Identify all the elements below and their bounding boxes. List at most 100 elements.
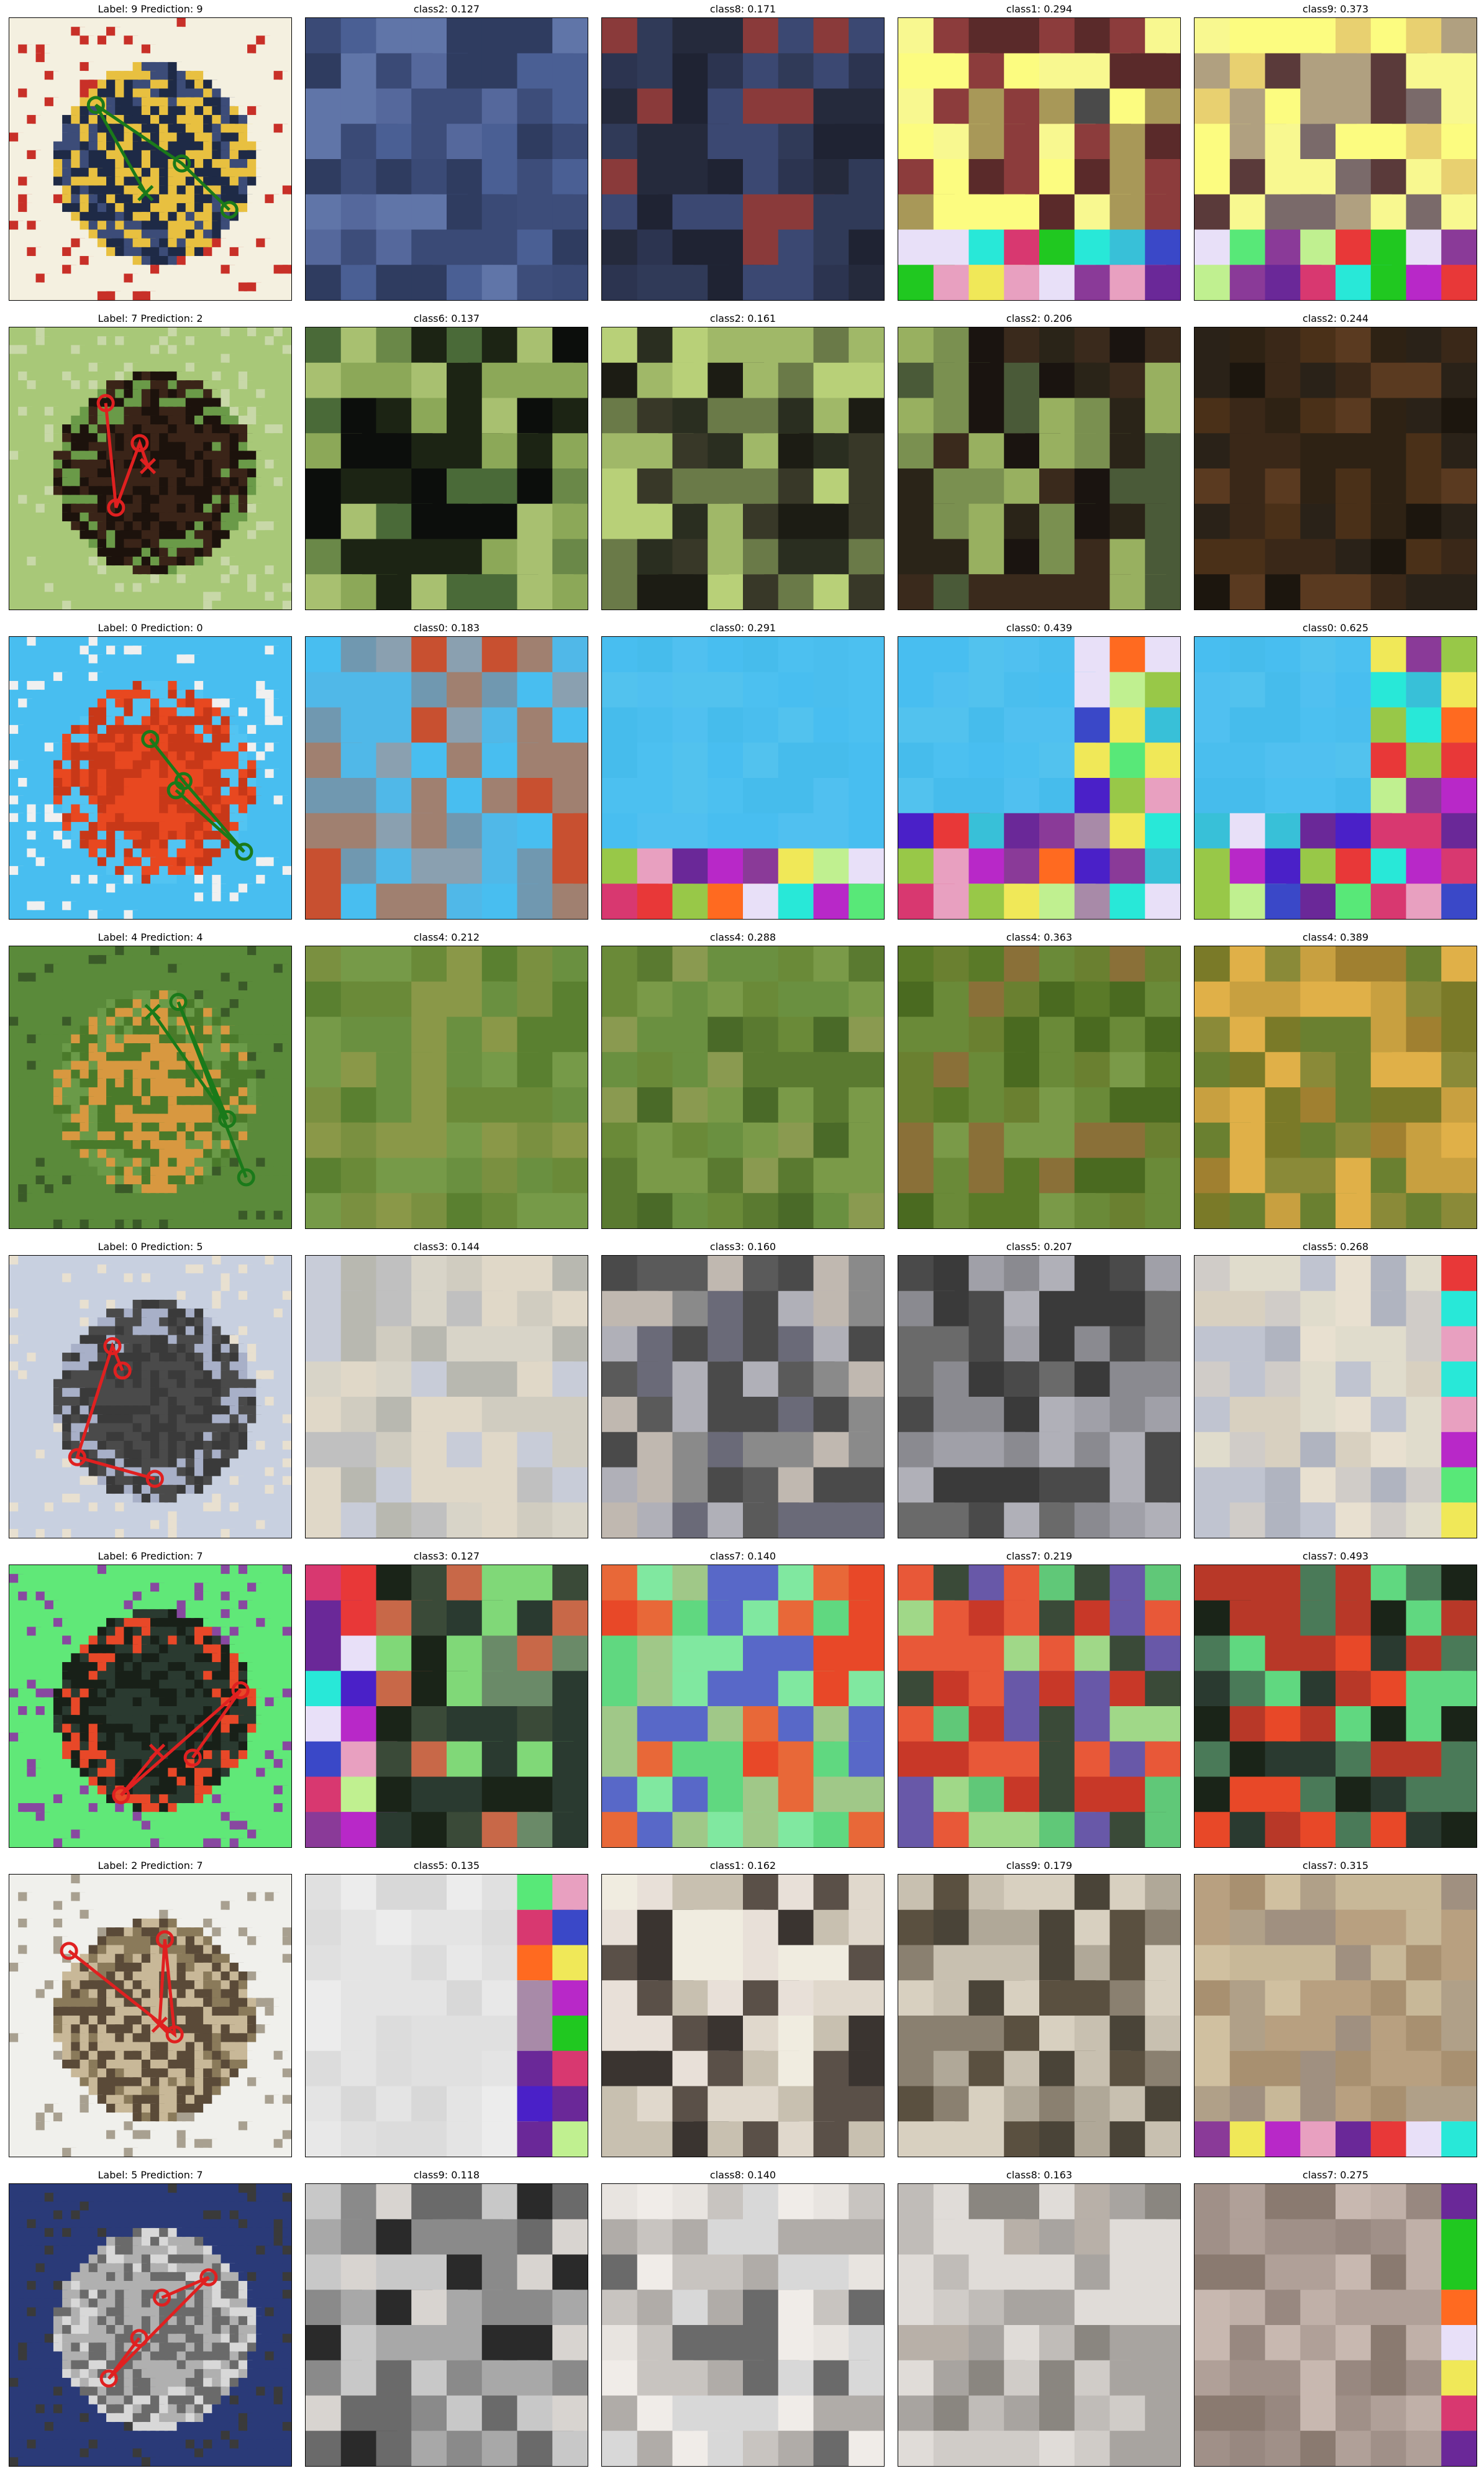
panel-title: class7: 0.493 bbox=[1302, 1550, 1369, 1562]
panel-title: class0: 0.625 bbox=[1302, 622, 1369, 634]
panel-image bbox=[1194, 1874, 1477, 2157]
panel-title: Label: 0 Prediction: 5 bbox=[98, 1241, 203, 1253]
panel-image bbox=[898, 1874, 1181, 2157]
o-marker bbox=[173, 154, 191, 173]
crop-panel: class3: 0.160 bbox=[601, 1239, 885, 1538]
trajectory-line bbox=[94, 104, 230, 211]
crop-pixel-grid bbox=[306, 2184, 588, 2466]
crop-pixel-grid bbox=[306, 1565, 588, 1847]
trajectory-line bbox=[68, 1939, 177, 2038]
x-marker bbox=[151, 2016, 168, 2033]
panel-image bbox=[898, 946, 1181, 1229]
pixel-image bbox=[9, 18, 291, 300]
panel-title: class4: 0.212 bbox=[413, 931, 480, 943]
pixel-image bbox=[9, 1875, 291, 2157]
panel-image bbox=[601, 946, 885, 1229]
panel-image bbox=[898, 17, 1181, 301]
main-image-panel: Label: 4 Prediction: 4 bbox=[9, 930, 292, 1229]
panel-title: class5: 0.268 bbox=[1302, 1241, 1369, 1253]
crop-pixel-grid bbox=[898, 2184, 1180, 2466]
crop-pixel-grid bbox=[602, 1565, 884, 1847]
o-marker bbox=[220, 201, 239, 219]
x-marker bbox=[139, 458, 157, 475]
panel-title: class0: 0.183 bbox=[413, 622, 480, 634]
crop-panel: class9: 0.118 bbox=[305, 2167, 588, 2467]
crop-panel: class7: 0.140 bbox=[601, 1548, 885, 1848]
o-marker bbox=[130, 434, 149, 452]
crop-pixel-grid bbox=[898, 327, 1180, 610]
panel-title: Label: 5 Prediction: 7 bbox=[98, 2169, 203, 2181]
pixel-image bbox=[9, 1256, 291, 1538]
panel-image bbox=[9, 1874, 292, 2157]
crop-panel: class0: 0.291 bbox=[601, 620, 885, 920]
crop-panel: class9: 0.373 bbox=[1194, 1, 1477, 301]
trajectory-line bbox=[104, 403, 150, 508]
trajectory-line bbox=[119, 1689, 242, 1797]
panel-image bbox=[305, 327, 588, 610]
o-marker bbox=[141, 729, 160, 748]
trajectory-line bbox=[151, 1001, 248, 1178]
trajectory-line bbox=[107, 2275, 210, 2380]
panel-image bbox=[898, 636, 1181, 920]
panel-image bbox=[898, 2183, 1181, 2467]
o-marker bbox=[166, 781, 185, 800]
panel-image bbox=[9, 17, 292, 301]
panel-title: class1: 0.294 bbox=[1006, 3, 1073, 15]
o-marker bbox=[199, 2268, 218, 2286]
crop-panel: class0: 0.625 bbox=[1194, 620, 1477, 920]
panel-title: class4: 0.363 bbox=[1006, 931, 1073, 943]
main-image-panel: Label: 2 Prediction: 7 bbox=[9, 1858, 292, 2157]
crop-pixel-grid bbox=[306, 18, 588, 300]
o-marker bbox=[107, 498, 125, 517]
crop-pixel-grid bbox=[1195, 1256, 1477, 1538]
o-marker bbox=[113, 1361, 132, 1380]
x-marker bbox=[148, 1743, 166, 1760]
crop-pixel-grid bbox=[898, 18, 1180, 300]
o-marker bbox=[155, 1930, 174, 1948]
panel-image bbox=[305, 1255, 588, 1538]
panel-image bbox=[1194, 946, 1477, 1229]
panel-image bbox=[305, 2183, 588, 2467]
crop-panel: class6: 0.137 bbox=[305, 311, 588, 610]
crop-panel: class8: 0.171 bbox=[601, 1, 885, 301]
crop-panel: class2: 0.244 bbox=[1194, 311, 1477, 610]
panel-title: class5: 0.135 bbox=[413, 1860, 480, 1871]
panel-image bbox=[1194, 17, 1477, 301]
panel-title: class4: 0.288 bbox=[709, 931, 776, 943]
crop-panel: class5: 0.135 bbox=[305, 1858, 588, 2157]
panel-title: class2: 0.244 bbox=[1302, 313, 1369, 324]
o-marker bbox=[165, 2025, 184, 2044]
panel-image bbox=[305, 946, 588, 1229]
crop-panel: class9: 0.179 bbox=[898, 1858, 1181, 2157]
main-image-panel: Label: 7 Prediction: 2 bbox=[9, 311, 292, 610]
crop-panel: class3: 0.144 bbox=[305, 1239, 588, 1538]
crop-panel: class4: 0.288 bbox=[601, 930, 885, 1229]
pixel-image bbox=[9, 1565, 291, 1847]
panel-title: class1: 0.162 bbox=[709, 1860, 776, 1871]
panel-title: class9: 0.118 bbox=[413, 2169, 480, 2181]
crop-pixel-grid bbox=[898, 946, 1180, 1228]
pixel-image bbox=[9, 637, 291, 919]
panel-title: class2: 0.161 bbox=[709, 313, 776, 324]
crop-panel: class1: 0.294 bbox=[898, 1, 1181, 301]
panel-image bbox=[898, 1565, 1181, 1848]
crop-panel: class4: 0.212 bbox=[305, 930, 588, 1229]
panel-title: class7: 0.315 bbox=[1302, 1860, 1369, 1871]
panel-title: class3: 0.160 bbox=[709, 1241, 776, 1253]
panel-title: Label: 7 Prediction: 2 bbox=[98, 313, 203, 324]
trajectory-line bbox=[148, 738, 245, 853]
panel-title: Label: 9 Prediction: 9 bbox=[98, 3, 203, 15]
panel-image bbox=[9, 1565, 292, 1848]
crop-pixel-grid bbox=[602, 1256, 884, 1538]
crop-panel: class2: 0.127 bbox=[305, 1, 588, 301]
panel-title: class8: 0.171 bbox=[709, 3, 776, 15]
panel-title: class2: 0.127 bbox=[413, 3, 480, 15]
crop-panel: class7: 0.493 bbox=[1194, 1548, 1477, 1848]
panel-image bbox=[601, 2183, 885, 2467]
crop-pixel-grid bbox=[602, 18, 884, 300]
panel-title: class9: 0.179 bbox=[1006, 1860, 1073, 1871]
crop-panel: class3: 0.127 bbox=[305, 1548, 588, 1848]
panel-title: class7: 0.140 bbox=[709, 1550, 776, 1562]
panel-title: class6: 0.137 bbox=[413, 313, 480, 324]
